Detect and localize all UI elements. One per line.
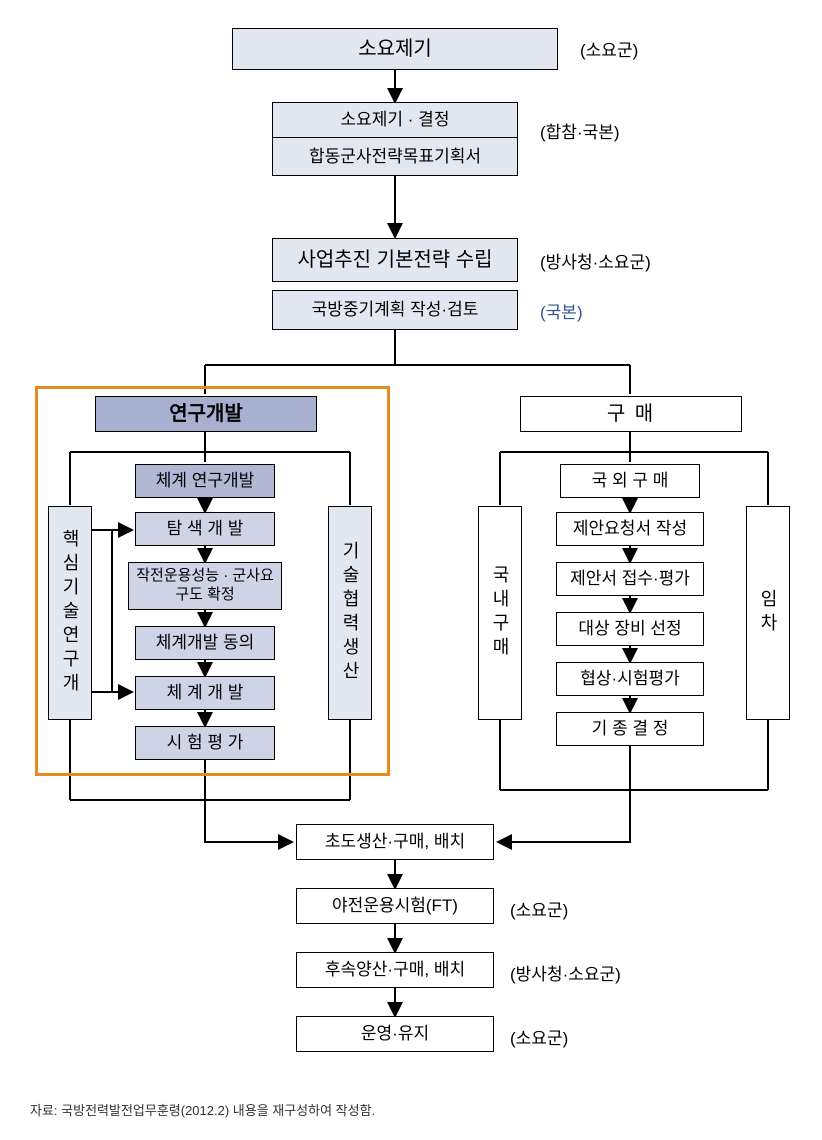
step-model-decision: 기 종 결 정 (556, 712, 704, 746)
node-operate-maintain: 운영·유지 (296, 1016, 494, 1052)
node-midterm-plan: 국방중기계획 작성·검토 (272, 290, 518, 330)
step-rfp: 제안요청서 작성 (556, 512, 704, 546)
note-n4: (국본) (540, 298, 583, 323)
node-initial-prod: 초도생산·구매, 배치 (296, 824, 494, 860)
header-purchase: 구 매 (520, 396, 742, 432)
step-test-eval: 시 험 평 가 (135, 726, 275, 760)
step-explore-dev: 탐 색 개 발 (135, 512, 275, 546)
node-field-test: 야전운용시험(FT) (296, 888, 494, 924)
step-target-select: 대상 장비 선정 (556, 612, 704, 646)
node-requirement-decision: 소요제기 · 결정 (272, 102, 518, 138)
node-strategy-plan: 사업추진 기본전략 수립 (272, 238, 518, 282)
sub-system-rnd: 체계 연구개발 (135, 464, 275, 498)
sub-overseas-purchase: 국 외 구 매 (560, 464, 700, 498)
note-b2: (소요군) (510, 896, 568, 921)
note-n1: (소요군) (580, 36, 638, 61)
node-requirement: 소요제기 (232, 28, 558, 70)
note-n3: (방사청·소요군) (540, 248, 651, 273)
node-joint-strategy-doc: 합동군사전략목표기획서 (272, 138, 518, 176)
side-tech-coop-prod: 기술협력생산 (328, 506, 372, 720)
step-negotiate-test: 협상·시험평가 (556, 662, 704, 696)
side-lease: 임차 (746, 506, 790, 720)
footer-source: 자료: 국방전력발전업무훈령(2012.2) 내용을 재구성하여 작성함. (30, 1100, 375, 1119)
note-b4: (소요군) (510, 1024, 568, 1049)
step-proposal-eval: 제안서 접수·평가 (556, 562, 704, 596)
node-follow-prod: 후속양산·구매, 배치 (296, 952, 494, 988)
side-core-tech: 핵심기술연구개 (48, 506, 92, 720)
step-sysdev-agree: 체계개발 동의 (135, 626, 275, 660)
note-b3: (방사청·소요군) (510, 960, 621, 985)
step-oper-req-fix: 작전운용성능 · 군사요구도 확정 (128, 562, 282, 610)
header-rnd: 연구개발 (95, 396, 317, 432)
side-domestic-purchase: 국내구매 (478, 506, 522, 720)
flowchart-canvas: 소요제기 (소요군) 소요제기 · 결정 합동군사전략목표기획서 (합참·국본)… (0, 0, 822, 1140)
note-n2: (합참·국본) (540, 118, 620, 143)
step-sysdev: 체 계 개 발 (135, 676, 275, 710)
